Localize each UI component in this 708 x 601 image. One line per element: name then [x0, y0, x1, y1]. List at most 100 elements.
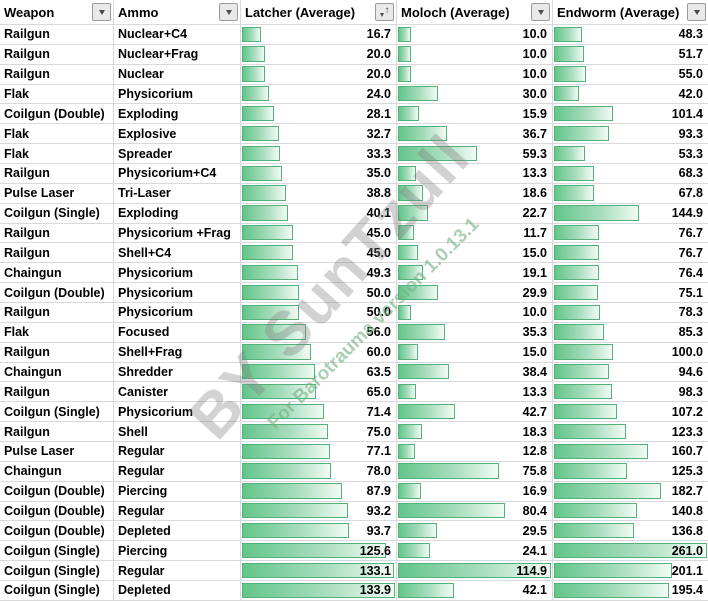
cell-endworm-value[interactable]: 136.8 — [553, 521, 708, 542]
cell-weapon[interactable]: Chaingun — [0, 263, 114, 284]
cell-weapon[interactable]: Coilgun (Double) — [0, 501, 114, 522]
cell-latcher-value[interactable]: 65.0 — [241, 382, 397, 403]
cell-moloch-value[interactable]: 80.4 — [397, 501, 553, 522]
filter-sort-button[interactable]: ↑ — [375, 3, 394, 21]
cell-moloch-value[interactable]: 15.0 — [397, 243, 553, 264]
column-header-weapon[interactable]: Weapon — [0, 0, 114, 25]
cell-moloch-value[interactable]: 24.1 — [397, 541, 553, 562]
cell-endworm-value[interactable]: 123.3 — [553, 422, 708, 443]
cell-endworm-value[interactable]: 76.4 — [553, 263, 708, 284]
cell-moloch-value[interactable]: 36.7 — [397, 124, 553, 145]
cell-ammo[interactable]: Exploding — [114, 104, 241, 125]
cell-endworm-value[interactable]: 42.0 — [553, 85, 708, 105]
cell-weapon[interactable]: Coilgun (Double) — [0, 481, 114, 502]
cell-weapon[interactable]: Railgun — [0, 342, 114, 363]
cell-endworm-value[interactable]: 68.3 — [553, 164, 708, 184]
cell-weapon[interactable]: Railgun — [0, 223, 114, 244]
cell-endworm-value[interactable]: 201.1 — [553, 561, 708, 582]
cell-endworm-value[interactable]: 144.9 — [553, 204, 708, 224]
cell-ammo[interactable]: Piercing — [114, 481, 241, 502]
cell-ammo[interactable]: Shredder — [114, 362, 241, 383]
cell-weapon[interactable]: Coilgun (Double) — [0, 283, 114, 304]
cell-endworm-value[interactable]: 107.2 — [553, 402, 708, 423]
cell-moloch-value[interactable]: 59.3 — [397, 144, 553, 165]
cell-endworm-value[interactable]: 75.1 — [553, 283, 708, 304]
cell-latcher-value[interactable]: 50.0 — [241, 283, 397, 304]
cell-endworm-value[interactable]: 93.3 — [553, 124, 708, 145]
cell-latcher-value[interactable]: 38.8 — [241, 183, 397, 204]
cell-moloch-value[interactable]: 10.0 — [397, 25, 553, 45]
cell-moloch-value[interactable]: 29.5 — [397, 521, 553, 542]
cell-weapon[interactable]: Coilgun (Double) — [0, 521, 114, 542]
cell-ammo[interactable]: Physicorium — [114, 283, 241, 304]
cell-moloch-value[interactable]: 18.3 — [397, 422, 553, 443]
cell-ammo[interactable]: Tri-Laser — [114, 183, 241, 204]
cell-moloch-value[interactable]: 15.9 — [397, 104, 553, 125]
cell-latcher-value[interactable]: 93.7 — [241, 521, 397, 542]
cell-weapon[interactable]: Chaingun — [0, 362, 114, 383]
cell-weapon[interactable]: Railgun — [0, 164, 114, 184]
cell-latcher-value[interactable]: 50.0 — [241, 303, 397, 323]
cell-ammo[interactable]: Regular — [114, 461, 241, 482]
cell-latcher-value[interactable]: 56.0 — [241, 322, 397, 343]
cell-endworm-value[interactable]: 140.8 — [553, 502, 708, 522]
cell-weapon[interactable]: Flak — [0, 144, 114, 165]
cell-moloch-value[interactable]: 12.8 — [397, 442, 553, 462]
cell-moloch-value[interactable]: 22.7 — [397, 203, 553, 224]
cell-latcher-value[interactable]: 133.1 — [241, 561, 397, 582]
cell-weapon[interactable]: Coilgun (Single) — [0, 581, 114, 601]
cell-latcher-value[interactable]: 63.5 — [241, 362, 397, 383]
cell-ammo[interactable]: Physicorium — [114, 402, 241, 423]
cell-weapon[interactable]: Coilgun (Double) — [0, 104, 114, 125]
cell-weapon[interactable]: Railgun — [0, 382, 114, 403]
cell-ammo[interactable]: Nuclear — [114, 64, 241, 85]
cell-latcher-value[interactable]: 32.7 — [241, 124, 397, 145]
cell-endworm-value[interactable]: 76.7 — [553, 224, 708, 244]
cell-latcher-value[interactable]: 35.0 — [241, 164, 397, 184]
cell-endworm-value[interactable]: 55.0 — [553, 65, 708, 85]
cell-ammo[interactable]: Physicorium — [114, 84, 241, 105]
cell-latcher-value[interactable]: 24.0 — [241, 84, 397, 105]
cell-moloch-value[interactable]: 29.9 — [397, 283, 553, 304]
cell-moloch-value[interactable]: 75.8 — [397, 461, 553, 482]
cell-endworm-value[interactable]: 195.4 — [553, 581, 708, 601]
cell-moloch-value[interactable]: 13.3 — [397, 382, 553, 403]
cell-weapon[interactable]: Flak — [0, 124, 114, 145]
cell-weapon[interactable]: Pulse Laser — [0, 183, 114, 204]
cell-weapon[interactable]: Railgun — [0, 303, 114, 323]
cell-latcher-value[interactable]: 33.3 — [241, 144, 397, 165]
cell-moloch-value[interactable]: 19.1 — [397, 263, 553, 284]
cell-weapon[interactable]: Railgun — [0, 243, 114, 264]
cell-ammo[interactable]: Regular — [114, 442, 241, 462]
cell-ammo[interactable]: Physicorium+C4 — [114, 164, 241, 184]
cell-moloch-value[interactable]: 10.0 — [397, 303, 553, 323]
cell-endworm-value[interactable]: 101.4 — [553, 104, 708, 125]
column-header-moloch[interactable]: Moloch (Average) — [397, 0, 553, 25]
cell-weapon[interactable]: Chaingun — [0, 461, 114, 482]
cell-moloch-value[interactable]: 114.9 — [397, 561, 553, 582]
cell-moloch-value[interactable]: 38.4 — [397, 362, 553, 383]
cell-ammo[interactable]: Exploding — [114, 203, 241, 224]
cell-latcher-value[interactable]: 133.9 — [241, 581, 397, 601]
cell-latcher-value[interactable]: 16.7 — [241, 25, 397, 45]
cell-weapon[interactable]: Coilgun (Single) — [0, 561, 114, 582]
cell-weapon[interactable]: Coilgun (Single) — [0, 203, 114, 224]
cell-endworm-value[interactable]: 51.7 — [553, 45, 708, 65]
cell-ammo[interactable]: Canister — [114, 382, 241, 403]
cell-moloch-value[interactable]: 10.0 — [397, 64, 553, 85]
cell-ammo[interactable]: Shell+Frag — [114, 342, 241, 363]
cell-moloch-value[interactable]: 30.0 — [397, 84, 553, 105]
cell-weapon[interactable]: Flak — [0, 322, 114, 343]
cell-ammo[interactable]: Physicorium — [114, 263, 241, 284]
cell-latcher-value[interactable]: 87.9 — [241, 481, 397, 502]
filter-dropdown-button[interactable] — [687, 3, 706, 21]
cell-ammo[interactable]: Regular — [114, 501, 241, 522]
cell-latcher-value[interactable]: 75.0 — [241, 422, 397, 443]
cell-latcher-value[interactable]: 28.1 — [241, 104, 397, 125]
cell-weapon[interactable]: Railgun — [0, 25, 114, 45]
cell-ammo[interactable]: Regular — [114, 561, 241, 582]
cell-weapon[interactable]: Coilgun (Single) — [0, 541, 114, 562]
cell-latcher-value[interactable]: 45.0 — [241, 223, 397, 244]
cell-weapon[interactable]: Railgun — [0, 422, 114, 443]
cell-endworm-value[interactable]: 94.6 — [553, 363, 708, 383]
